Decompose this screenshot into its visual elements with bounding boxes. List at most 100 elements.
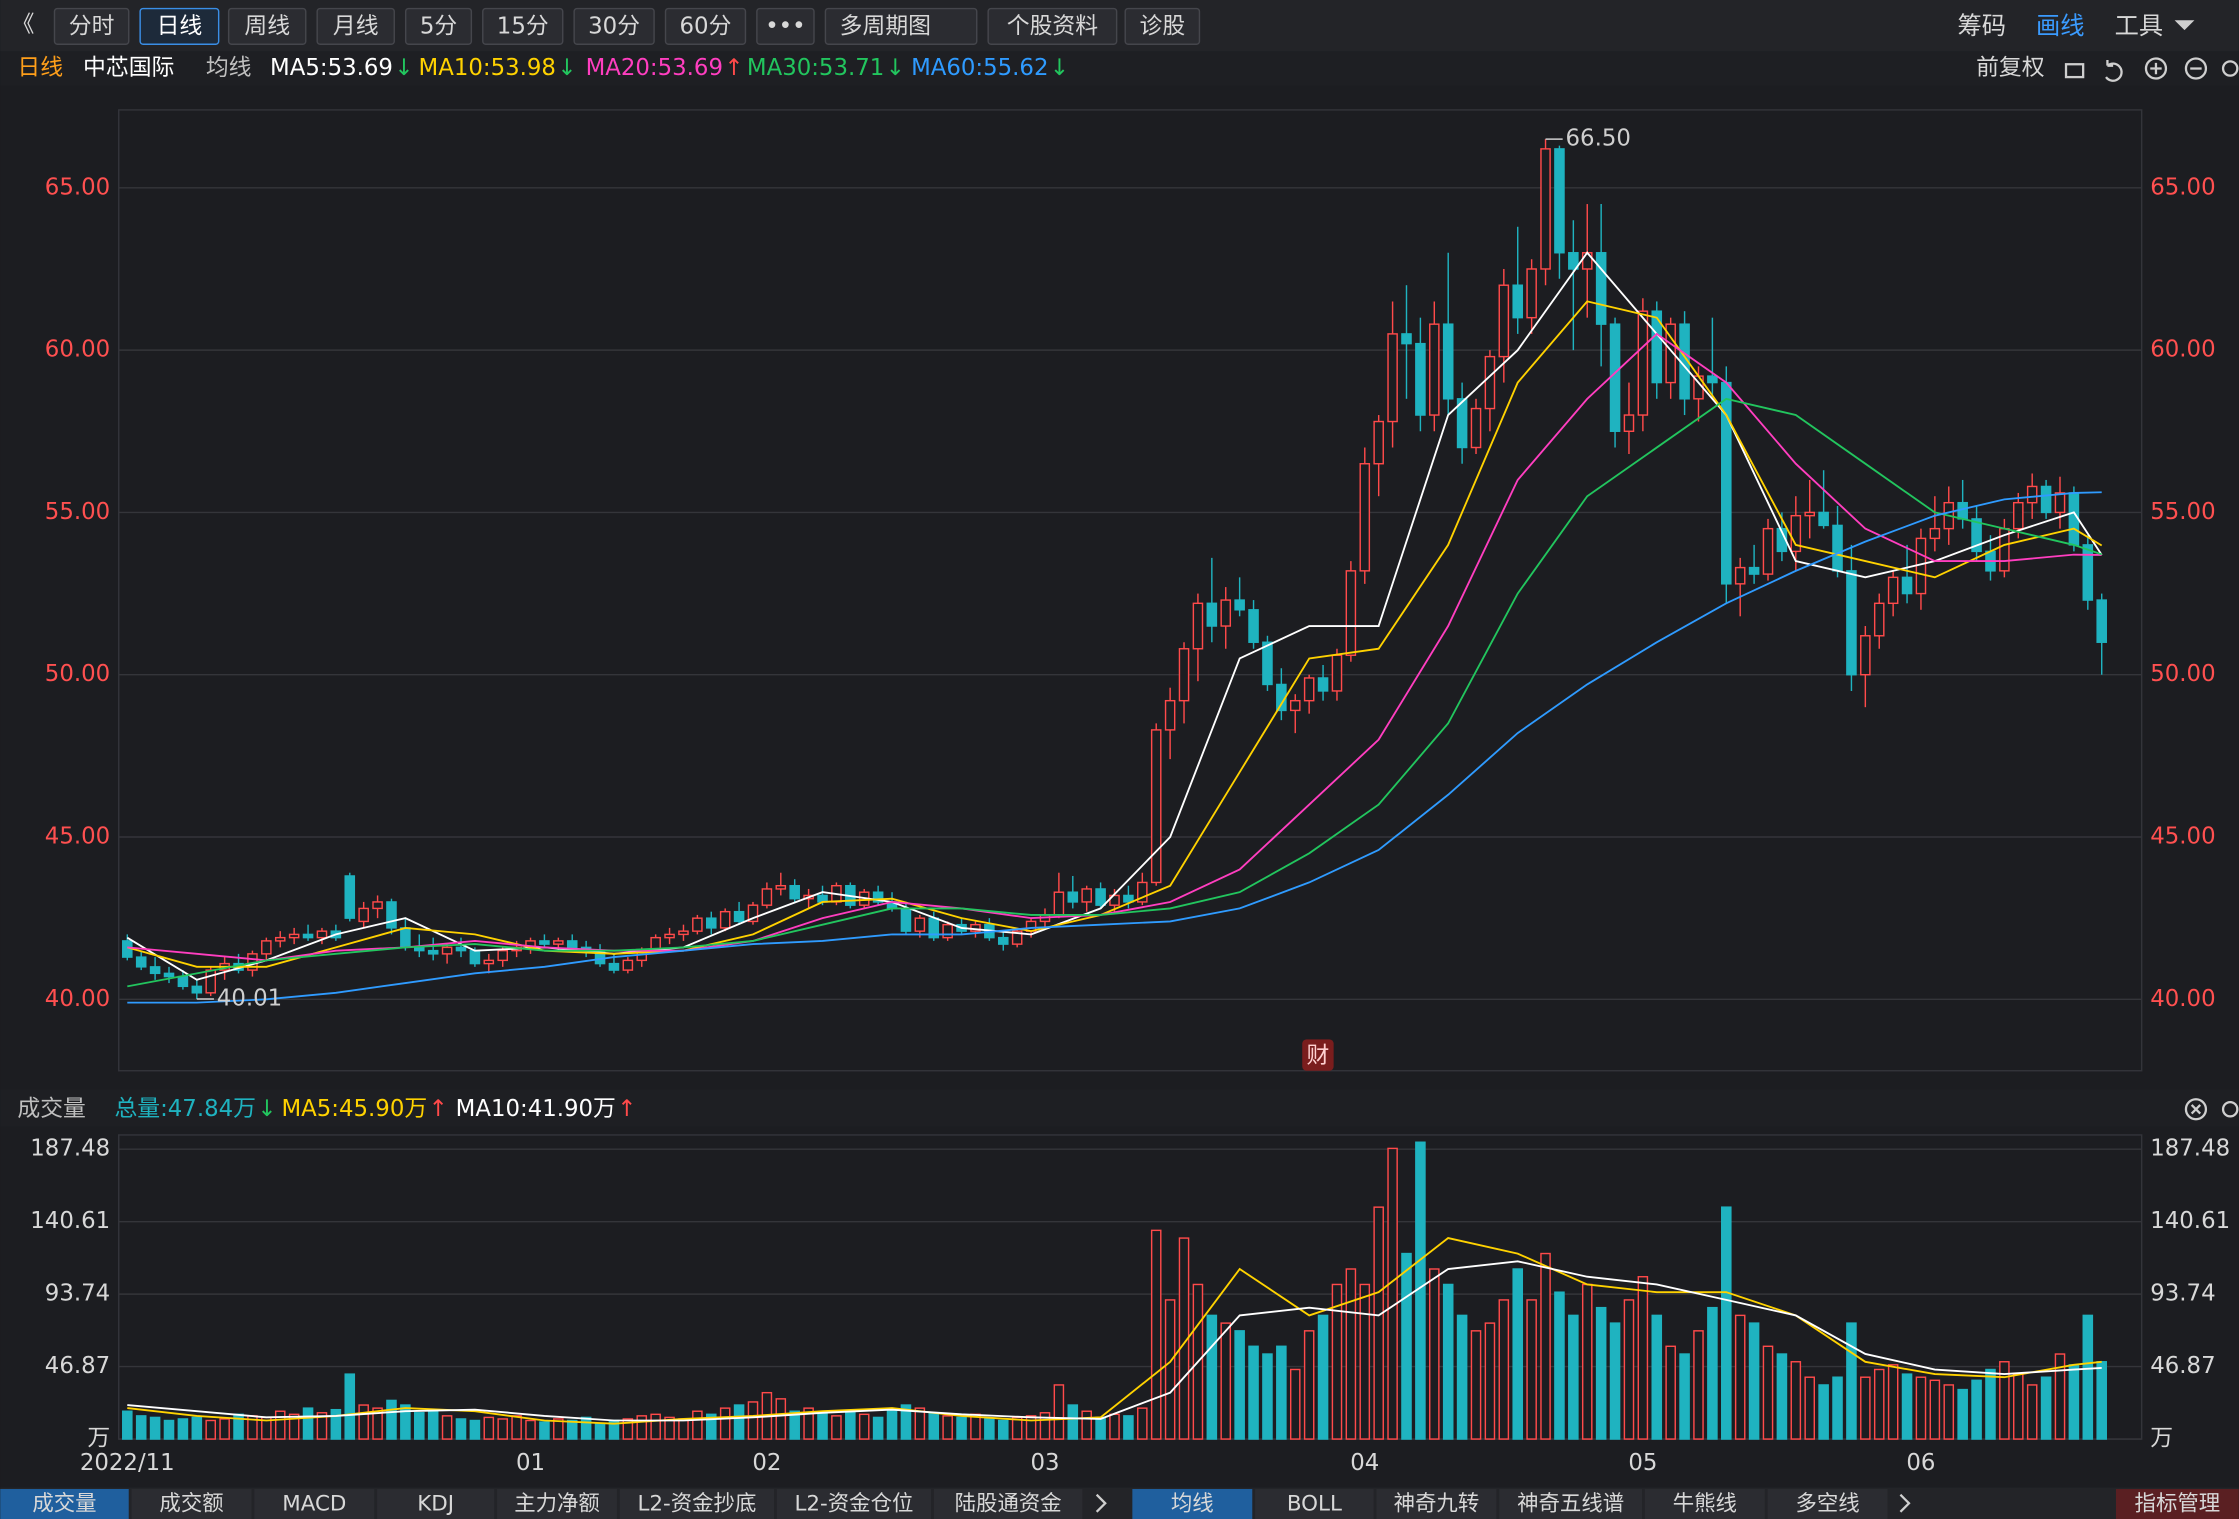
candle-body [705, 917, 717, 929]
indicator-tab[interactable] [131, 1489, 252, 1519]
indicator-tab-label[interactable]: 成交量 [32, 1492, 96, 1517]
tab-label[interactable]: 日线 [157, 14, 203, 40]
tab[interactable] [756, 7, 815, 45]
indicator-tab-label[interactable]: MACD [282, 1492, 346, 1517]
overlay-tab[interactable] [1767, 1489, 1888, 1519]
candle-body [1331, 654, 1343, 692]
overlay-tab[interactable] [1255, 1489, 1374, 1519]
undo-icon[interactable] [2105, 59, 2123, 82]
indicator-tab[interactable] [497, 1489, 617, 1519]
manage-label[interactable]: 指标管理 [2135, 1492, 2221, 1517]
indicator-tab[interactable] [776, 1489, 932, 1519]
tab[interactable] [404, 7, 473, 45]
indicator-tab-label[interactable]: KDJ [417, 1492, 454, 1517]
volume-bar [1568, 1314, 1579, 1440]
volume-bar [2096, 1361, 2107, 1440]
indicator-tab-label[interactable]: L2-资金抄底 [637, 1492, 756, 1517]
volume-bar [914, 1407, 926, 1440]
dropdown-icon[interactable] [2174, 20, 2195, 31]
tab[interactable] [139, 7, 220, 45]
volume-bar [900, 1404, 912, 1440]
volume-bar [525, 1419, 536, 1440]
tab-label[interactable]: 60分 [680, 14, 732, 40]
indicator-tab[interactable] [619, 1489, 775, 1519]
tab-label[interactable]: 分时 [69, 14, 115, 40]
candle-body [1137, 881, 1148, 903]
toolbar-button[interactable]: 筹码 [1958, 11, 2007, 40]
x-tick-label: 03 [1030, 1450, 1059, 1476]
tab-label[interactable]: 5分 [420, 14, 457, 40]
more-arrow[interactable] [1095, 1493, 1107, 1513]
tab-label[interactable]: 个股资料 [1007, 14, 1098, 40]
candle-body [900, 907, 912, 932]
tab[interactable] [573, 7, 655, 45]
toolbar-button[interactable]: 画线 [2036, 11, 2085, 40]
more-arrow[interactable] [1899, 1493, 1911, 1513]
indicator-tab-label[interactable]: 陆股通资金 [955, 1492, 1062, 1517]
candle-body [1609, 323, 1621, 432]
finance-marker-label[interactable]: 财 [1307, 1043, 1330, 1069]
x-tick-label: 05 [1628, 1450, 1657, 1476]
tab[interactable] [227, 7, 307, 45]
zoom-in-icon[interactable] [2144, 57, 2168, 80]
lock-icon[interactable] [2064, 63, 2085, 79]
candle-body [1526, 268, 1537, 319]
tab-label[interactable]: 多周期图 [840, 14, 931, 40]
back-button[interactable]: 《 [12, 12, 35, 38]
candle-body [400, 927, 411, 949]
tab-label[interactable]: 月线 [333, 14, 379, 40]
indicator-tab-label[interactable]: 成交额 [159, 1492, 223, 1517]
tab-label[interactable]: 30分 [588, 14, 640, 40]
toolbar-button[interactable]: 工具 [2115, 11, 2164, 40]
indicator-tab-label[interactable]: L2-资金仓位 [795, 1492, 914, 1517]
volume-bar [135, 1415, 147, 1440]
overlay-tab[interactable] [1499, 1489, 1643, 1519]
overlay-tab[interactable] [1644, 1489, 1765, 1519]
volume-bar [1776, 1353, 1788, 1440]
tab-label[interactable]: 诊股 [1140, 14, 1186, 40]
tab-label[interactable]: 15分 [497, 14, 549, 40]
tab[interactable] [53, 7, 130, 45]
settings-icon[interactable] [2221, 60, 2239, 77]
y-tick-label: 40.00 [2150, 986, 2215, 1012]
volume-bar [386, 1399, 397, 1440]
overlay-tab[interactable] [1376, 1489, 1497, 1519]
tab[interactable] [987, 7, 1118, 45]
volume-bar [1289, 1368, 1301, 1440]
tab-label[interactable]: ••• [765, 14, 805, 40]
y-tick-label: 55.00 [45, 499, 110, 525]
indicator-tab[interactable] [377, 1489, 495, 1519]
legend-label: 总量:47.84万 [114, 1096, 256, 1122]
candle-body [2054, 492, 2066, 514]
y-tick-label: 万 [2150, 1426, 2173, 1452]
candle-body [1734, 566, 1746, 585]
overlay-tab-label[interactable]: 多空线 [1795, 1492, 1859, 1517]
indicator-tab[interactable] [933, 1489, 1083, 1519]
tab[interactable] [1124, 7, 1201, 45]
indicator-tab[interactable] [0, 1489, 129, 1519]
volume-bar [1637, 1276, 1649, 1440]
settings-icon[interactable] [2221, 1100, 2239, 1118]
overlay-tab-label[interactable]: 均线 [1171, 1492, 1214, 1517]
zoom-out-icon[interactable] [2184, 57, 2208, 80]
tab[interactable] [482, 7, 564, 45]
tab[interactable] [824, 7, 978, 45]
tab[interactable] [316, 7, 395, 45]
candle-body [288, 933, 300, 939]
volume-bar [1609, 1322, 1621, 1440]
overlay-tab-label[interactable]: 神奇五线谱 [1517, 1492, 1624, 1517]
tab[interactable] [664, 7, 747, 45]
manage-button[interactable] [2115, 1489, 2239, 1519]
close-icon[interactable] [2184, 1098, 2208, 1121]
overlay-tab-label[interactable]: 神奇九转 [1394, 1492, 1480, 1517]
overlay-tab[interactable] [1132, 1489, 1253, 1519]
finance-marker[interactable] [1302, 1039, 1334, 1071]
tab-label[interactable]: 周线 [244, 14, 290, 40]
overlay-tab-label[interactable]: 牛熊线 [1673, 1492, 1737, 1517]
indicator-tab-label[interactable]: 主力净额 [514, 1492, 600, 1517]
candle-body [2082, 544, 2094, 601]
adjust-label[interactable]: 前复权 [1976, 55, 2045, 81]
indicator-tab[interactable] [254, 1489, 375, 1519]
overlay-tab-label[interactable]: BOLL [1287, 1492, 1342, 1517]
